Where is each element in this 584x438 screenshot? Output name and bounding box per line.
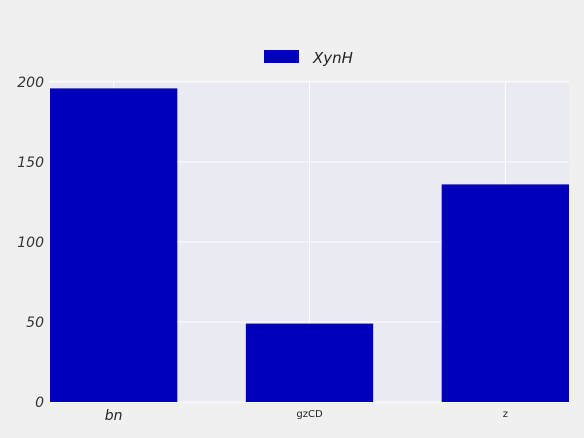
legend-swatch (264, 50, 299, 63)
bar-bn (50, 88, 178, 403)
bars (50, 88, 569, 403)
bar-gzCD (245, 323, 374, 402)
y-tick-label: 50 (26, 315, 44, 331)
legend: XynH (264, 49, 353, 67)
legend-label: XynH (312, 49, 353, 67)
x-tick-label: z (503, 409, 508, 420)
y-tick-label: 100 (17, 235, 44, 251)
x-tick-label: bn (105, 408, 123, 424)
y-tick-label: 0 (35, 395, 44, 411)
y-axis-ticks: 0 50 100 150 200 (17, 75, 44, 411)
x-tick-label: gzCD (296, 409, 323, 420)
y-tick-label: 150 (17, 155, 44, 171)
bar-z (441, 184, 569, 402)
y-tick-label: 200 (17, 75, 44, 91)
x-axis-ticks: bn gzCD z (105, 408, 508, 424)
